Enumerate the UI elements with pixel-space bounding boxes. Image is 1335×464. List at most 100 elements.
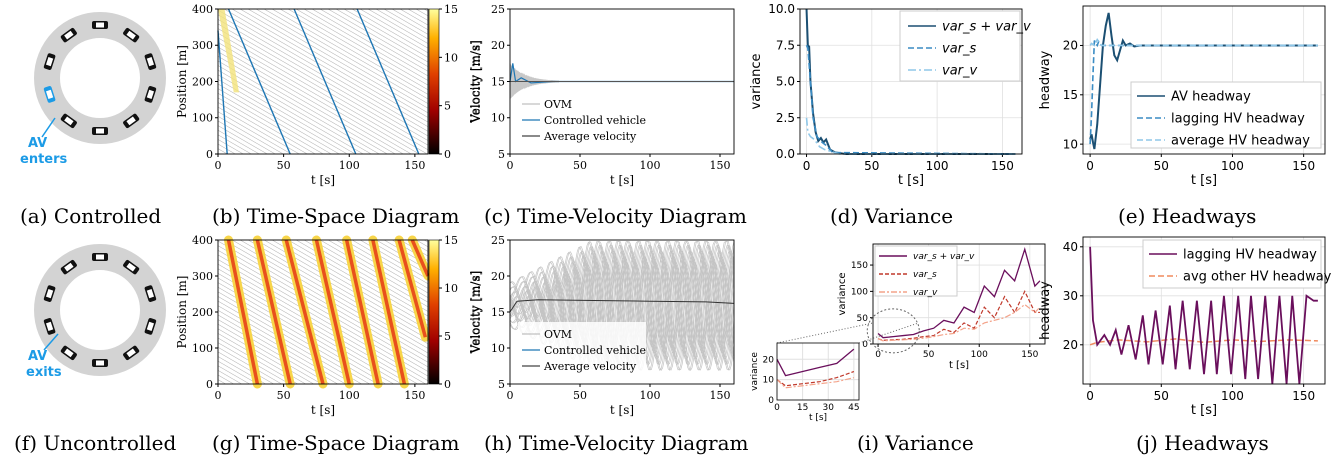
car-window (64, 262, 74, 272)
stop-wave-core (344, 239, 380, 385)
caption-g: (g) Time-Space Diagram (212, 431, 460, 455)
colorbar-tick-label: 15 (444, 234, 458, 247)
inset-y-axis-label: variance (750, 352, 760, 391)
controlled-trajectory (293, 8, 357, 155)
variance-line (805, 44, 1016, 155)
legend-label: avg other HV headway (1183, 270, 1332, 285)
av-arrow (43, 333, 59, 351)
panel-f-ring: AV exits (26, 244, 166, 380)
stop-wave-core (397, 239, 428, 338)
y-tick-label: 15 (1063, 88, 1078, 102)
car-window (96, 254, 104, 260)
zoom-connector (776, 322, 874, 344)
plot-frame (509, 8, 735, 155)
x-tick-label: 50 (864, 159, 879, 173)
headway-line (1089, 246, 1318, 385)
y-tick-label: 30 (1063, 289, 1078, 303)
legend-label: Average velocity (543, 130, 637, 143)
y-tick-label: 10 (491, 112, 505, 125)
x-axis-label: t [s] (1191, 403, 1217, 418)
car-window (126, 116, 136, 126)
car-window (146, 289, 155, 299)
x-tick-label: 100 (640, 159, 661, 172)
y-tick-label: 200 (192, 75, 213, 88)
x-tick-label: 50 (277, 389, 291, 402)
y-tick-label: 2.5 (776, 111, 795, 125)
chart-c: 0 50 100 150 5 10 15 20 25 OVM Controlled vehicle A… (469, 3, 735, 187)
colorbar-tick-label: 5 (444, 330, 451, 343)
y-tick-label: 7.5 (776, 38, 795, 52)
car-window (45, 321, 54, 331)
caption-d: (d) Variance (830, 204, 954, 228)
x-tick-label: 150 (404, 389, 425, 402)
zoom-circle (866, 308, 920, 354)
inset-variance-line (776, 370, 855, 387)
inset-x-axis-label: t [s] (809, 413, 827, 423)
x-axis-label: t [s] (1191, 173, 1217, 188)
y-axis-label: Velocity [m/s] (469, 40, 483, 124)
x-tick-label: 150 (1292, 159, 1315, 173)
x-axis-label: t [s] (949, 360, 969, 371)
colorbar (428, 239, 440, 385)
caption-j: (j) Headways (1136, 431, 1269, 455)
plot-frame (1082, 5, 1326, 155)
inset-bg (777, 343, 859, 400)
stop-wave-core (410, 239, 430, 277)
controlled-trajectory (356, 8, 420, 155)
caption-c: (c) Time-Velocity Diagram (484, 204, 747, 228)
y-tick-label: 400 (192, 3, 213, 16)
plot-frame (217, 239, 429, 385)
x-tick-label: 50 (923, 350, 935, 360)
legend-label: AV headway (1171, 90, 1251, 105)
x-tick-label: 0 (1086, 389, 1094, 403)
chart-d: 0 50 100 150 0.0 2.5 5.0 7.5 10.0 var_s + var_vva… (749, 2, 1031, 188)
y-tick-label: 300 (192, 39, 213, 52)
caption-e: (e) Headways (1118, 204, 1257, 228)
variance-line (877, 303, 1041, 342)
y-tick-label: 5 (498, 378, 505, 391)
y-tick-label: 20 (491, 39, 505, 52)
inset-y-tick-label: 0 (768, 396, 774, 406)
stop-wave-core (371, 239, 407, 385)
plot-frame (509, 239, 735, 385)
y-tick-label: 5.0 (776, 75, 795, 89)
plot-frame (799, 8, 1023, 155)
legend-box (874, 245, 958, 297)
y-tick-label: 40 (1063, 240, 1078, 254)
x-tick-label: 150 (710, 389, 731, 402)
legend-label: lagging HV headway (1183, 248, 1317, 263)
stop-wave-core (284, 239, 325, 385)
y-tick-label: 20 (1063, 39, 1078, 53)
car-window (126, 348, 136, 358)
x-tick-label: 150 (1292, 389, 1315, 403)
legend-label: var_v (913, 288, 938, 298)
av-label-line2: enters (20, 152, 68, 167)
x-tick-label: 50 (1154, 159, 1169, 173)
av-arrow (41, 117, 56, 138)
legend-label: OVM (544, 98, 572, 111)
inset-x-tick-label: 45 (848, 403, 859, 413)
ovm-trace (509, 240, 735, 348)
legend-label: var_v (942, 64, 978, 79)
inset-x-tick-label: 0 (774, 403, 780, 413)
variance-line (877, 289, 1040, 341)
caption-h: (h) Time-Velocity Diagram (484, 431, 749, 455)
y-axis-label: headway (1038, 281, 1053, 340)
inset-x-tick-label: 15 (797, 403, 808, 413)
stop-wave-core (314, 239, 351, 385)
chart-g: 0 50 100 150 0 100 200 300 400 t [s] Position [m] 0… (175, 234, 482, 417)
legend-label: Controlled vehicle (544, 344, 646, 357)
x-tick-label: 100 (971, 350, 988, 360)
y-tick-label: 10 (1063, 137, 1078, 151)
colorbar-tick-label: 10 (444, 51, 458, 64)
y-tick-label: 300 (192, 270, 213, 283)
ring-cars (43, 21, 157, 135)
inset-y-tick-label: 20 (763, 355, 775, 365)
colorbar-label: Velocity [m/s] (468, 271, 482, 355)
y-tick-label: 25 (491, 3, 505, 16)
inset-y-tick-label: 10 (763, 376, 775, 386)
ovm-trace (509, 65, 560, 95)
y-axis-label: headway (1038, 50, 1053, 109)
y-tick-label: 5 (498, 148, 505, 161)
stop-wave-core (255, 239, 292, 385)
